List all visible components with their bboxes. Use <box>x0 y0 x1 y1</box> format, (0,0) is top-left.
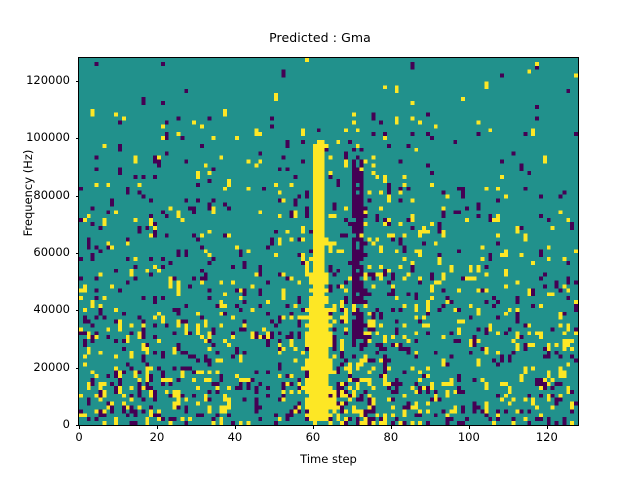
y-tick-mark <box>75 310 79 312</box>
y-tick-mark <box>75 425 79 426</box>
x-tick-mark <box>390 425 392 429</box>
y-tick-mark <box>75 367 79 369</box>
y-tick-mark <box>75 252 79 254</box>
y-tick-label: 20000 <box>33 359 70 374</box>
y-tick-label: 80000 <box>33 187 70 202</box>
x-tick-label: 60 <box>305 430 321 444</box>
y-tick-label: 100000 <box>26 130 70 145</box>
x-tick-label: 120 <box>535 430 558 444</box>
x-tick-mark <box>546 425 548 429</box>
y-tick-label: 60000 <box>33 244 70 259</box>
x-tick-label: 100 <box>457 430 480 444</box>
x-tick-label: 40 <box>227 430 243 444</box>
page-title: Predicted : Gma <box>269 30 371 45</box>
x-axis-label: Time step <box>300 452 357 466</box>
y-tick-label: 120000 <box>26 72 70 87</box>
y-tick-mark <box>75 80 79 82</box>
x-tick-label: 0 <box>75 430 83 444</box>
x-tick-mark <box>468 425 470 429</box>
y-tick-mark <box>75 138 79 140</box>
y-tick-mark <box>75 195 79 197</box>
y-axis-label: Frequency (Hz) <box>21 149 35 237</box>
x-tick-label: 20 <box>149 430 165 444</box>
x-tick-mark <box>234 425 236 429</box>
heatmap-axes <box>78 57 579 426</box>
x-tick-mark <box>156 425 158 429</box>
y-tick-label: 40000 <box>33 302 70 317</box>
x-tick-label: 80 <box>383 430 399 444</box>
x-tick-mark <box>79 425 80 429</box>
y-tick-label: 0 <box>62 417 70 431</box>
x-tick-mark <box>312 425 314 429</box>
heatmap-image <box>79 58 578 425</box>
